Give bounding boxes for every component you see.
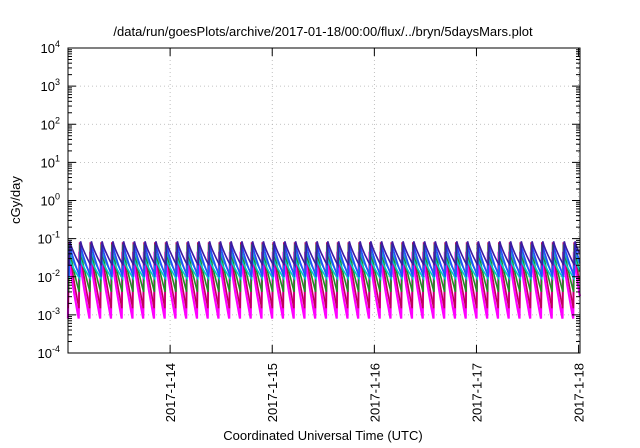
series-line xyxy=(67,242,580,309)
x-tick-label: 2017-1-14 xyxy=(163,363,178,422)
y-tick-label: 10-3 xyxy=(38,306,60,323)
y-tick-label: 10-1 xyxy=(38,230,60,247)
series-group xyxy=(66,241,581,319)
series-line xyxy=(68,258,581,282)
x-tick-label: 2017-1-17 xyxy=(469,363,484,422)
series-line xyxy=(68,243,581,278)
series-line xyxy=(67,244,581,293)
y-axis-label: cGy/day xyxy=(8,176,23,224)
y-tick-label: 104 xyxy=(41,39,60,56)
x-axis: 2017-1-14 2017-1-15 2017-1-16 2017-1-17 2017… xyxy=(163,48,587,422)
y-tick-label: 103 xyxy=(41,77,60,94)
y-tick-label: 100 xyxy=(41,192,60,209)
series-line xyxy=(68,241,580,269)
y-tick-label: 102 xyxy=(41,115,60,132)
y-axis: 10-4 10-3 10-2 10-1 100 101 102 103 104 xyxy=(38,39,580,361)
x-tick-label: 2017-1-15 xyxy=(265,363,280,422)
x-tick-label: 2017-1-18 xyxy=(572,363,587,422)
x-axis-label: Coordinated Universal Time (UTC) xyxy=(223,428,422,443)
y-tick-label: 10-2 xyxy=(38,268,60,285)
y-tick-label: 101 xyxy=(41,153,60,170)
chart-title: /data/run/goesPlots/archive/2017-01-18/0… xyxy=(113,24,533,39)
x-tick-label: 2017-1-16 xyxy=(367,363,382,422)
y-tick-label: 10-4 xyxy=(38,344,60,361)
series-line xyxy=(66,251,581,319)
